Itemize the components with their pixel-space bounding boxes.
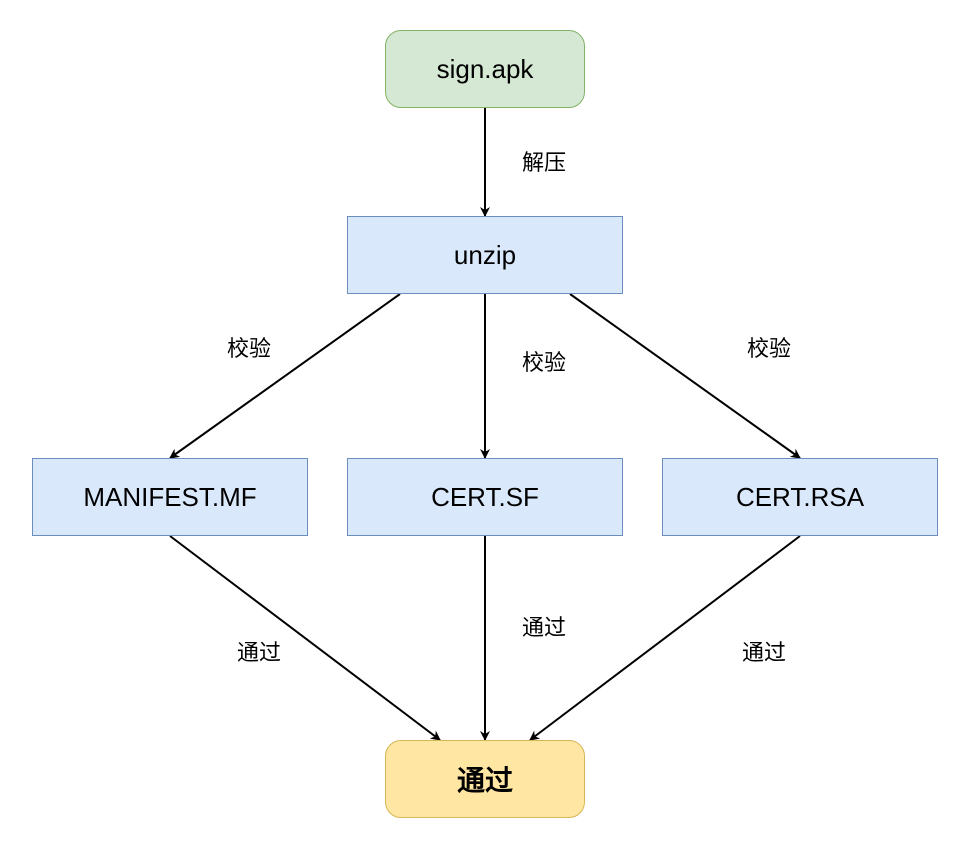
edge-label-verify-certrsa: 校验	[745, 331, 793, 363]
node-pass: 通过	[385, 740, 585, 818]
node-manifest-mf: MANIFEST.MF	[32, 458, 308, 536]
edge-label-text: 通过	[742, 640, 786, 665]
edge-label-unzip: 解压	[520, 145, 568, 177]
edge-label-text: 通过	[237, 640, 281, 665]
node-label: MANIFEST.MF	[83, 482, 256, 513]
edge-label-text: 校验	[522, 350, 566, 375]
node-cert-sf: CERT.SF	[347, 458, 623, 536]
edge-label-verify-certsf: 校验	[520, 345, 568, 377]
edge-label-pass-certsf: 通过	[520, 610, 568, 642]
edge-label-text: 解压	[522, 150, 566, 175]
node-label: CERT.SF	[431, 482, 539, 513]
edge-label-verify-manifest: 校验	[225, 331, 273, 363]
node-label: 通过	[457, 759, 513, 799]
edge-label-text: 校验	[227, 336, 271, 361]
node-label: unzip	[454, 240, 516, 271]
node-label: sign.apk	[437, 54, 534, 85]
node-label: CERT.RSA	[736, 482, 864, 513]
node-sign-apk: sign.apk	[385, 30, 585, 108]
edge-label-text: 校验	[747, 336, 791, 361]
flowchart-canvas: sign.apk unzip MANIFEST.MF CERT.SF CERT.…	[0, 0, 970, 854]
arrows-layer	[0, 0, 970, 854]
node-cert-rsa: CERT.RSA	[662, 458, 938, 536]
edge-label-pass-certrsa: 通过	[740, 635, 788, 667]
edge-label-pass-manifest: 通过	[235, 635, 283, 667]
edge-label-text: 通过	[522, 615, 566, 640]
node-unzip: unzip	[347, 216, 623, 294]
